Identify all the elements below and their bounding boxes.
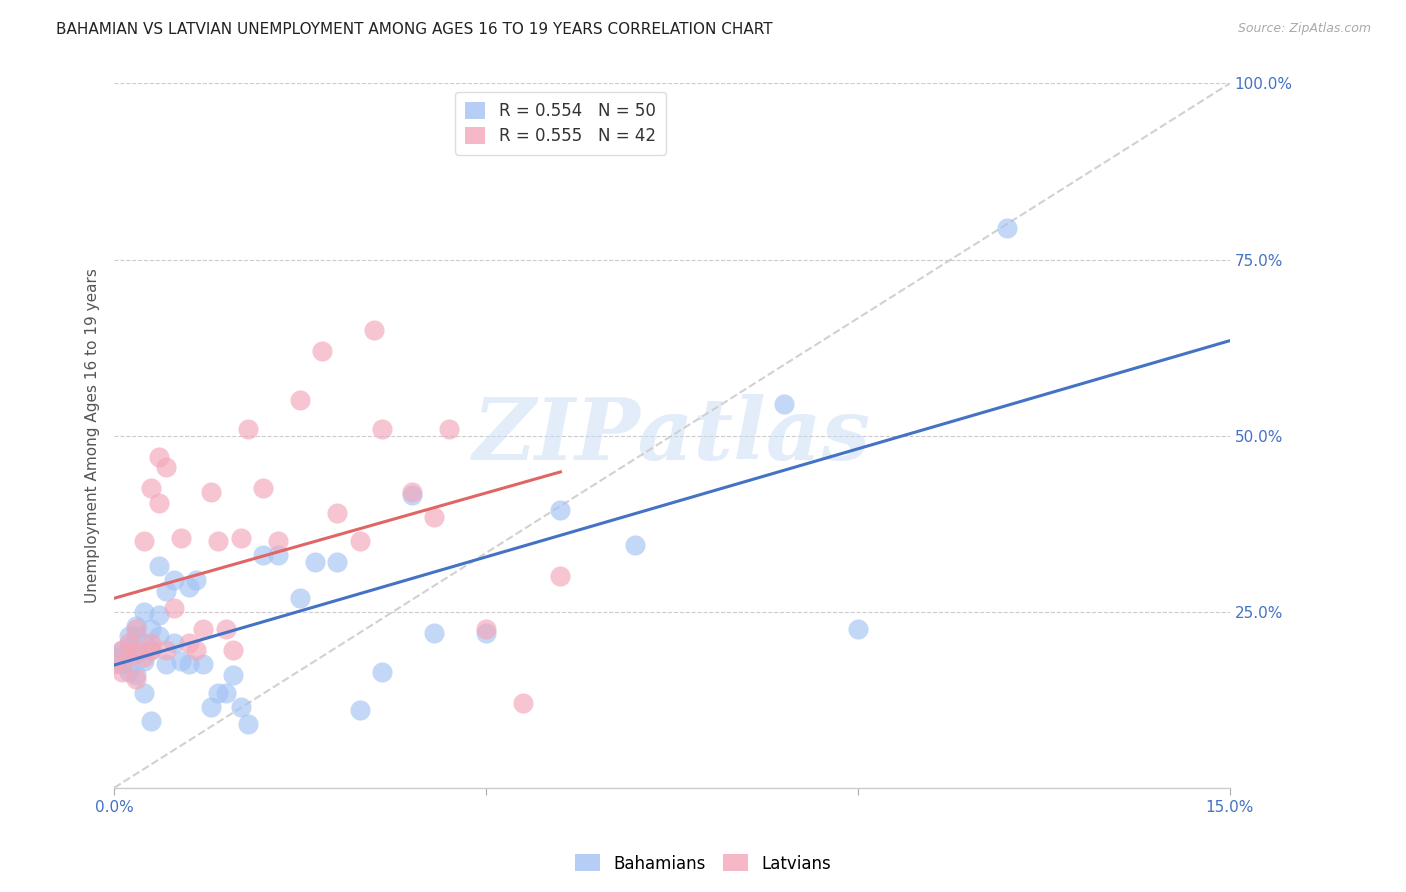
- Point: [132, 654, 155, 668]
- Point: [215, 622, 238, 636]
- Text: ZIPatlas: ZIPatlas: [472, 394, 870, 477]
- Point: [148, 450, 170, 464]
- Point: [163, 636, 186, 650]
- Point: [141, 622, 163, 636]
- Point: [288, 591, 311, 605]
- Y-axis label: Unemployment Among Ages 16 to 19 years: Unemployment Among Ages 16 to 19 years: [86, 268, 100, 603]
- Point: [200, 699, 222, 714]
- Point: [125, 668, 148, 682]
- Point: [371, 665, 394, 679]
- Point: [141, 714, 163, 728]
- Point: [207, 534, 229, 549]
- Point: [437, 421, 460, 435]
- Point: [125, 643, 148, 657]
- Point: [229, 699, 252, 714]
- Point: [125, 619, 148, 633]
- Point: [236, 717, 259, 731]
- Legend: Bahamians, Latvians: Bahamians, Latvians: [568, 847, 838, 880]
- Point: [995, 220, 1018, 235]
- Point: [148, 629, 170, 643]
- Point: [111, 665, 134, 679]
- Point: [118, 640, 141, 654]
- Point: [236, 421, 259, 435]
- Point: [148, 558, 170, 573]
- Point: [141, 482, 163, 496]
- Point: [141, 643, 163, 657]
- Point: [267, 549, 290, 563]
- Text: BAHAMIAN VS LATVIAN UNEMPLOYMENT AMONG AGES 16 TO 19 YEARS CORRELATION CHART: BAHAMIAN VS LATVIAN UNEMPLOYMENT AMONG A…: [56, 22, 773, 37]
- Point: [184, 573, 207, 587]
- Point: [132, 686, 155, 700]
- Point: [401, 488, 423, 502]
- Point: [846, 622, 869, 636]
- Point: [349, 703, 371, 717]
- Point: [222, 643, 245, 657]
- Point: [125, 629, 148, 643]
- Point: [512, 696, 534, 710]
- Point: [125, 647, 148, 661]
- Point: [118, 650, 141, 665]
- Legend: R = 0.554   N = 50, R = 0.555   N = 42: R = 0.554 N = 50, R = 0.555 N = 42: [456, 92, 665, 155]
- Point: [155, 583, 177, 598]
- Point: [475, 622, 498, 636]
- Point: [132, 534, 155, 549]
- Point: [141, 643, 163, 657]
- Point: [103, 657, 125, 672]
- Point: [111, 643, 134, 657]
- Point: [252, 549, 274, 563]
- Point: [103, 650, 125, 665]
- Point: [155, 657, 177, 672]
- Point: [215, 686, 238, 700]
- Point: [170, 531, 193, 545]
- Point: [132, 636, 155, 650]
- Point: [155, 460, 177, 475]
- Point: [423, 509, 446, 524]
- Point: [125, 672, 148, 686]
- Point: [326, 555, 349, 569]
- Point: [252, 482, 274, 496]
- Point: [177, 580, 200, 594]
- Point: [118, 665, 141, 679]
- Point: [148, 608, 170, 623]
- Point: [111, 657, 134, 672]
- Text: Source: ZipAtlas.com: Source: ZipAtlas.com: [1237, 22, 1371, 36]
- Point: [111, 643, 134, 657]
- Point: [772, 397, 794, 411]
- Point: [118, 636, 141, 650]
- Point: [349, 534, 371, 549]
- Point: [184, 643, 207, 657]
- Point: [311, 344, 333, 359]
- Point: [177, 636, 200, 650]
- Point: [125, 622, 148, 636]
- Point: [229, 531, 252, 545]
- Point: [363, 323, 385, 337]
- Point: [132, 605, 155, 619]
- Point: [141, 636, 163, 650]
- Point: [163, 601, 186, 615]
- Point: [267, 534, 290, 549]
- Point: [222, 668, 245, 682]
- Point: [326, 506, 349, 520]
- Point: [193, 622, 215, 636]
- Point: [371, 421, 394, 435]
- Point: [475, 625, 498, 640]
- Point: [177, 657, 200, 672]
- Point: [200, 485, 222, 500]
- Point: [288, 393, 311, 408]
- Point: [304, 555, 326, 569]
- Point: [170, 654, 193, 668]
- Point: [132, 650, 155, 665]
- Point: [207, 686, 229, 700]
- Point: [155, 643, 177, 657]
- Point: [423, 625, 446, 640]
- Point: [550, 502, 572, 516]
- Point: [550, 569, 572, 583]
- Point: [623, 538, 645, 552]
- Point: [401, 485, 423, 500]
- Point: [118, 629, 141, 643]
- Point: [193, 657, 215, 672]
- Point: [148, 495, 170, 509]
- Point: [163, 573, 186, 587]
